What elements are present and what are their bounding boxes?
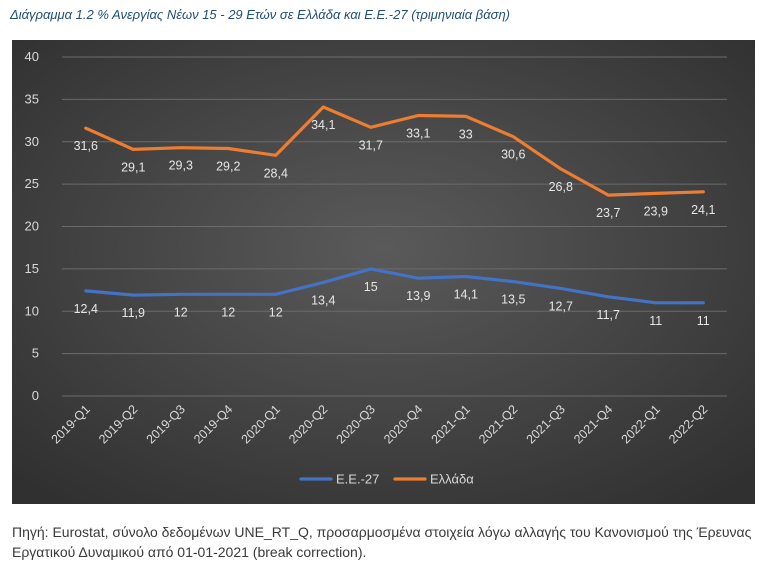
y-tick-label: 0 — [32, 388, 39, 403]
series-line — [84, 105, 705, 197]
legend-label: Ε.Ε.-27 — [336, 472, 379, 487]
legend-label: Ελλάδα — [430, 472, 474, 487]
chart-caption: Διάγραμμα 1.2 % Ανεργίας Νέων 15 - 29 Ετ… — [10, 7, 511, 22]
data-label: 12 — [174, 305, 188, 319]
data-label: 12 — [269, 305, 283, 319]
data-label: 23,9 — [644, 204, 668, 218]
data-label: 24,1 — [691, 203, 715, 217]
y-tick-label: 25 — [25, 176, 39, 191]
data-label: 29,2 — [216, 160, 240, 174]
y-tick-label: 40 — [25, 49, 39, 64]
data-label: 31,7 — [359, 138, 383, 152]
data-label: 33 — [459, 127, 473, 141]
y-tick-label: 20 — [25, 219, 39, 234]
data-label: 31,6 — [74, 139, 98, 153]
data-label: 28,4 — [264, 166, 288, 180]
data-label: 29,3 — [169, 159, 193, 173]
data-label: 13,9 — [406, 289, 430, 303]
data-label: 12,7 — [549, 299, 573, 313]
data-label: 33,1 — [406, 126, 430, 140]
data-label: 15 — [364, 280, 378, 294]
y-tick-label: 15 — [25, 261, 39, 276]
data-label: 34,1 — [311, 118, 335, 132]
chart-area: 0 5 10 15 20 25 30 35 40 2019-Q1 2019-Q2 2019-Q3 20… — [12, 40, 755, 504]
data-label: 12 — [221, 305, 235, 319]
data-label: 29,1 — [121, 160, 145, 174]
data-label: 30,6 — [501, 148, 525, 162]
data-label: 23,7 — [596, 206, 620, 220]
y-tick-label: 30 — [25, 134, 39, 149]
data-label: 13,5 — [501, 293, 525, 307]
data-label: 14,1 — [454, 288, 478, 302]
source-note: Πηγή: Eurostat, σύνολο δεδομένων UNE_RT_… — [12, 524, 752, 560]
y-tick-label: 10 — [25, 303, 39, 318]
data-label: 11 — [697, 314, 710, 328]
series-line — [84, 267, 705, 305]
data-label: 11,7 — [597, 308, 620, 322]
data-label: 11,9 — [122, 306, 145, 320]
y-tick-label: 35 — [25, 91, 39, 106]
data-label: 26,8 — [549, 180, 573, 194]
y-tick-label: 5 — [32, 346, 39, 361]
data-label: 13,4 — [311, 293, 335, 307]
data-label: 12,4 — [74, 302, 98, 316]
data-label: 11 — [649, 314, 662, 328]
